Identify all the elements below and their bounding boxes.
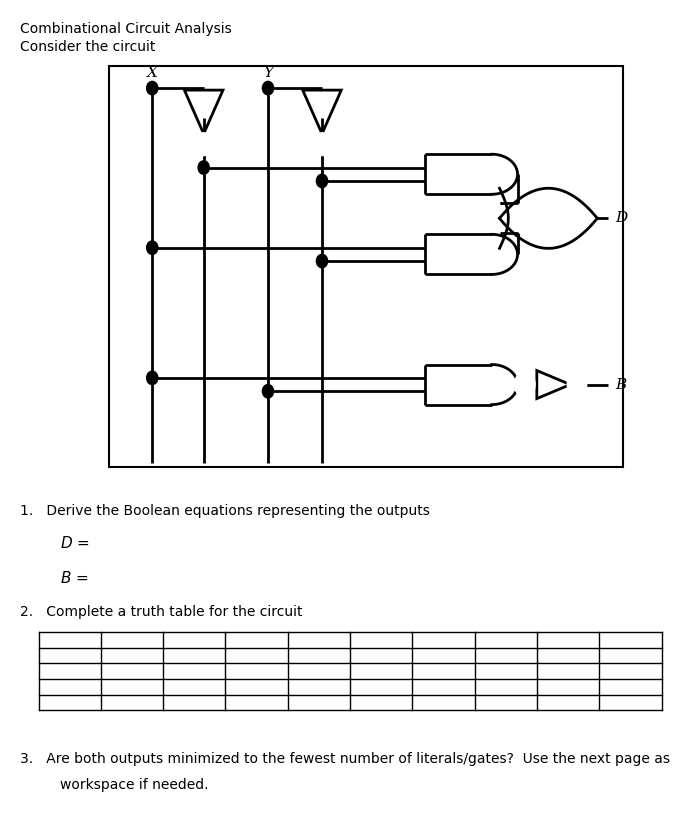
Circle shape [146, 370, 158, 385]
Text: B: B [615, 377, 626, 392]
Circle shape [515, 373, 535, 396]
Circle shape [262, 81, 274, 96]
Text: X: X [147, 66, 158, 80]
Text: Y: Y [263, 66, 273, 80]
Text: Combinational Circuit Analysis: Combinational Circuit Analysis [20, 22, 231, 36]
Text: Consider the circuit: Consider the circuit [20, 40, 155, 55]
Circle shape [313, 134, 331, 155]
Text: $D$ =: $D$ = [60, 535, 89, 551]
Text: 1.   Derive the Boolean equations representing the outputs: 1. Derive the Boolean equations represen… [20, 504, 430, 518]
Circle shape [146, 81, 158, 96]
Text: workspace if needed.: workspace if needed. [60, 778, 208, 792]
Text: D: D [615, 211, 627, 225]
Circle shape [568, 374, 586, 396]
Circle shape [197, 160, 210, 175]
Text: 3.   Are both outputs minimized to the fewest number of literals/gates?  Use the: 3. Are both outputs minimized to the few… [20, 752, 670, 766]
Text: 2.   Complete a truth table for the circuit: 2. Complete a truth table for the circui… [20, 605, 302, 619]
Circle shape [316, 254, 328, 268]
Circle shape [146, 240, 158, 255]
Text: $B$ =: $B$ = [60, 570, 88, 586]
Circle shape [262, 384, 274, 399]
Circle shape [316, 173, 328, 188]
Bar [108, 66, 623, 467]
Circle shape [195, 134, 213, 155]
